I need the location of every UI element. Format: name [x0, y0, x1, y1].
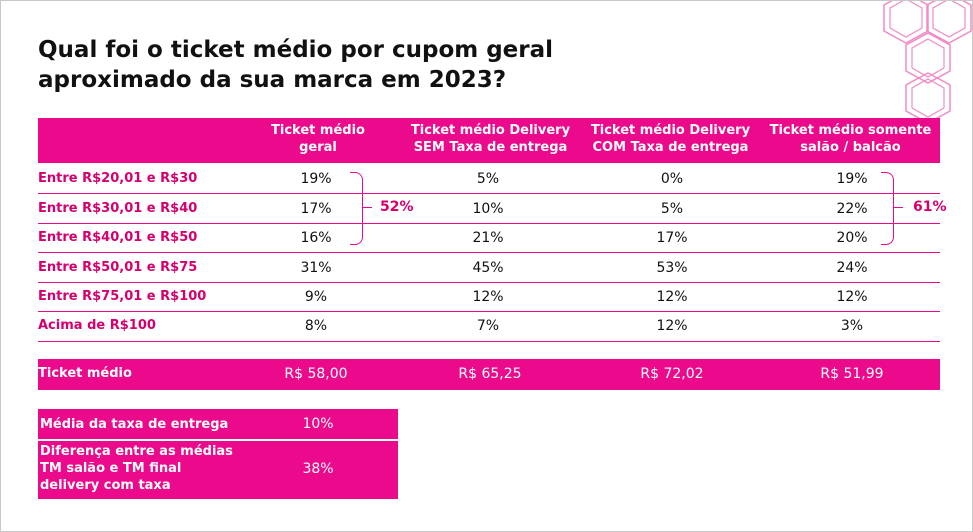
- row-label: Acima de R$100: [38, 318, 156, 333]
- cell-salao: 19%: [836, 171, 868, 187]
- cell-salao: 12%: [836, 289, 868, 305]
- slide-title: Qual foi o ticket médio por cupom geral …: [38, 35, 553, 95]
- cell-geral: 8%: [304, 318, 328, 334]
- cell-geral: 19%: [300, 171, 332, 187]
- bracket-total-salao: 61%: [913, 199, 947, 215]
- bracket-geral: [350, 172, 363, 245]
- taxa-entrega-box: Média da taxa de entrega 10%: [38, 409, 398, 439]
- cell-delivery-sem: 21%: [472, 230, 504, 246]
- diferenca-medias-box: Diferença entre as médias TM salão e TM …: [38, 441, 398, 499]
- row-label: Entre R$30,01 e R$40: [38, 201, 198, 216]
- taxa-entrega-label: Média da taxa de entrega: [40, 417, 229, 432]
- row-label: Entre R$50,01 e R$75: [38, 260, 198, 275]
- column-header-delivery-sem-taxa: Ticket médio Delivery SEM Taxa de entreg…: [410, 123, 571, 155]
- taxa-entrega-value: 10%: [302, 416, 334, 432]
- diferenca-value: 38%: [302, 461, 334, 477]
- cell-delivery-com: 17%: [656, 230, 688, 246]
- cell-delivery-sem: 12%: [472, 289, 504, 305]
- cell-delivery-com: 12%: [656, 318, 688, 334]
- cell-geral: 17%: [300, 201, 332, 217]
- cell-delivery-sem: 45%: [472, 260, 504, 276]
- row-divider: [38, 282, 940, 283]
- ticket-medio-geral: R$ 58,00: [284, 366, 348, 382]
- row-label: Entre R$75,01 e R$100: [38, 289, 207, 304]
- bracket-tick: [893, 207, 903, 208]
- ticket-medio-delivery-com: R$ 72,02: [640, 366, 704, 382]
- bracket-tick: [362, 207, 372, 208]
- title-line-1: Qual foi o ticket médio por cupom geral: [38, 37, 554, 63]
- bracket-total-geral: 52%: [380, 199, 414, 215]
- cell-salao: 3%: [840, 318, 864, 334]
- ticket-medio-delivery-sem: R$ 65,25: [458, 366, 522, 382]
- row-divider: [38, 193, 940, 194]
- row-label: Entre R$40,01 e R$50: [38, 230, 198, 245]
- bracket-salao: [881, 172, 894, 245]
- ticket-medio-row: Ticket médio R$ 58,00 R$ 65,25 R$ 72,02 …: [38, 359, 940, 390]
- column-header-geral: Ticket médio geral: [271, 123, 365, 155]
- cell-salao: 20%: [836, 230, 868, 246]
- cell-geral: 9%: [304, 289, 328, 305]
- row-label: Entre R$20,01 e R$30: [38, 171, 198, 186]
- cell-delivery-sem: 5%: [476, 171, 500, 187]
- cell-geral: 31%: [300, 260, 332, 276]
- cell-delivery-com: 12%: [656, 289, 688, 305]
- row-divider: [38, 223, 940, 224]
- cell-geral: 16%: [300, 230, 332, 246]
- cell-salao: 24%: [836, 260, 868, 276]
- row-divider: [38, 341, 940, 342]
- cell-delivery-com: 0%: [660, 171, 684, 187]
- cell-delivery-sem: 10%: [472, 201, 504, 217]
- cell-salao: 22%: [836, 201, 868, 217]
- row-divider: [38, 252, 940, 253]
- cell-delivery-com: 53%: [656, 260, 688, 276]
- ticket-medio-label: Ticket médio: [38, 366, 132, 381]
- column-header-salao-balcao: Ticket médio somente salão / balcão: [769, 123, 932, 155]
- cell-delivery-com: 5%: [660, 201, 684, 217]
- table-header: Ticket médio geral Ticket médio Delivery…: [38, 118, 940, 163]
- column-header-delivery-com-taxa: Ticket médio Delivery COM Taxa de entreg…: [590, 123, 751, 155]
- cell-delivery-sem: 7%: [476, 318, 500, 334]
- ticket-medio-salao: R$ 51,99: [820, 366, 884, 382]
- row-divider: [38, 311, 940, 312]
- hexagon-decoration-icon: [883, 1, 972, 121]
- diferenca-label: Diferença entre as médias TM salão e TM …: [40, 444, 233, 493]
- title-line-2: aproximado da sua marca em 2023?: [38, 67, 507, 93]
